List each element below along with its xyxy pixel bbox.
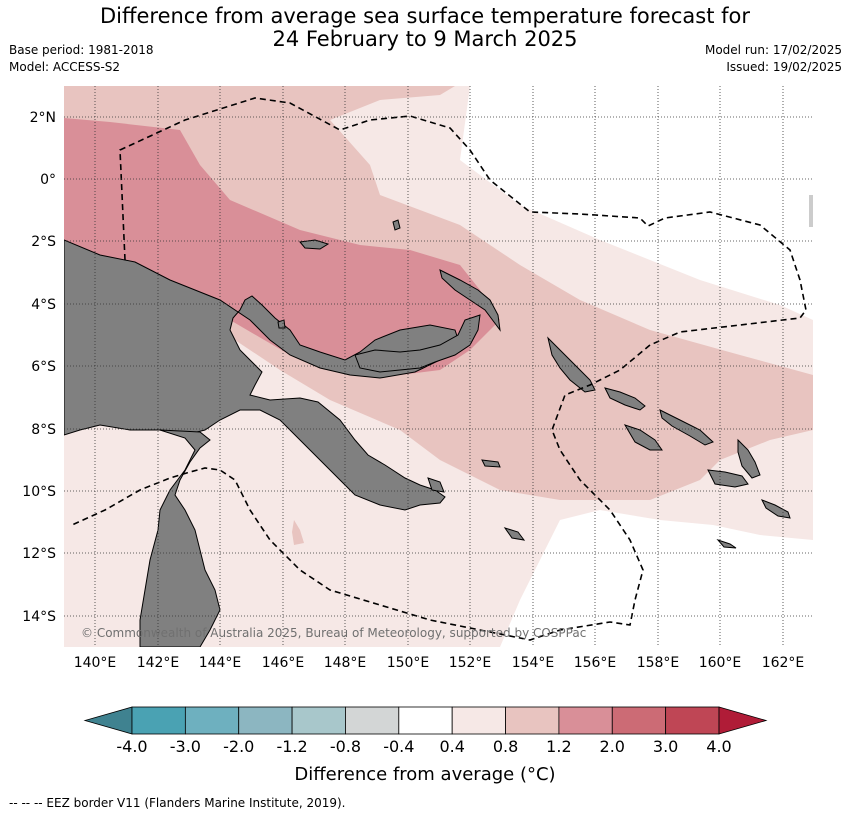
lat-label: 2°N (30, 110, 56, 126)
colorbar-swatch (558, 706, 613, 735)
lat-label: 6°S (31, 359, 56, 375)
anomaly-band-1.2-2.0 (64, 118, 500, 375)
colorbar-tick-label: 0.4 (439, 737, 464, 756)
lat-label: 4°S (31, 297, 56, 313)
colorbar-arrow-high (718, 706, 768, 735)
land-cape-york (139, 429, 221, 647)
lat-label: 2°S (31, 234, 56, 250)
colorbar-tick-label: -3.0 (170, 737, 201, 756)
lon-label: 146°E (262, 655, 305, 671)
land-new-guinea (64, 239, 461, 511)
issued-date: Issued: 19/02/2025 (726, 60, 842, 74)
anomaly-band-neutral-north (460, 86, 813, 320)
land-guadalcanal (707, 469, 749, 488)
lat-label: 12°S (22, 546, 56, 562)
land-islet (392, 219, 401, 231)
colorbar-tick-label: -2.0 (223, 737, 254, 756)
land-islet (503, 527, 526, 541)
land-choiseul (604, 387, 646, 411)
lon-label: 158°E (637, 655, 680, 671)
land-guadalcanal-west (623, 424, 663, 451)
colorbar-swatch (665, 706, 720, 735)
colorbar-swatch (184, 706, 240, 735)
model-name: Model: ACCESS-S2 (9, 60, 121, 74)
land-islet (481, 459, 501, 468)
anomaly-patch-small (292, 520, 304, 545)
lat-label: 10°S (22, 484, 56, 500)
lon-label: 140°E (74, 655, 117, 671)
colorbar-swatch (611, 706, 667, 735)
colorbar-tick-label: -4.0 (116, 737, 147, 756)
title-line-2: 24 February to 9 March 2025 (272, 27, 578, 51)
lon-axis: 140°E 142°E 144°E 146°E 148°E 150°E 152°… (74, 655, 805, 671)
lon-label: 148°E (324, 655, 367, 671)
lat-label: 0° (40, 172, 56, 188)
lat-label: 8°S (31, 422, 56, 438)
lat-label: 14°S (22, 609, 56, 625)
lon-label: 162°E (762, 655, 805, 671)
base-period: Base period: 1981-2018 (9, 43, 154, 57)
colorbar-swatch (505, 706, 560, 735)
lat-axis: 2°N 0° 2°S 4°S 6°S 8°S 10°S 12°S 14°S (22, 110, 56, 625)
colorbar: -4.0 -3.0 -2.0 -1.2 -0.8 -0.4 0.4 0.8 1.2 2.0 3.0 4… (83, 706, 768, 756)
land-islet (716, 538, 737, 549)
colorbar-title: Difference from average (°C) (294, 764, 555, 785)
colorbar-swatch (345, 706, 400, 735)
land-islet (277, 319, 286, 329)
land-malaita (737, 438, 761, 479)
lon-label: 144°E (199, 655, 242, 671)
colorbar-tick-label: 1.2 (546, 737, 571, 756)
colorbar-tick-label: -0.8 (330, 737, 361, 756)
land-santa-isabel (659, 409, 714, 446)
land-makira (760, 499, 791, 519)
meta-left: Base period: 1981-2018 Model: ACCESS-S2 (9, 42, 154, 76)
gridlines (64, 86, 813, 647)
meta-right: Model run: 17/02/2025 Issued: 19/02/2025 (705, 42, 842, 76)
colorbar-tick-label: 4.0 (706, 737, 731, 756)
anomaly-band-neutral-south (500, 510, 813, 647)
eez-legend-note: -- -- -- EEZ border V11 (Flanders Marine… (9, 796, 346, 810)
eez-border (71, 97, 807, 641)
land-bougainville (547, 336, 596, 393)
colorbar-tick-label: -1.2 (276, 737, 307, 756)
lon-label: 150°E (387, 655, 430, 671)
title-line-1: Difference from average sea surface temp… (100, 4, 750, 28)
colorbar-tick-label: -0.4 (383, 737, 414, 756)
colorbar-swatch (398, 706, 453, 735)
land-manus (299, 239, 330, 250)
model-run: Model run: 17/02/2025 (704, 43, 842, 57)
lon-label: 152°E (449, 655, 492, 671)
land-new-britain (354, 314, 481, 373)
lon-label: 154°E (512, 655, 555, 671)
colorbar-tick-label: 2.0 (600, 737, 625, 756)
copyright-note: © Commonwealth of Australia 2025, Bureau… (81, 626, 586, 640)
lon-label: 156°E (574, 655, 617, 671)
colorbar-swatch (451, 706, 506, 735)
colorbar-tick-label: 3.0 (653, 737, 678, 756)
lon-label: 160°E (699, 655, 742, 671)
colorbar-tick-label: 0.8 (493, 737, 518, 756)
scroll-indicator (809, 195, 813, 227)
lon-label: 142°E (137, 655, 180, 671)
colorbar-swatch (291, 706, 346, 735)
colorbar-swatch (131, 706, 186, 735)
land-islet (427, 477, 445, 493)
map-area: © Commonwealth of Australia 2025, Bureau… (64, 86, 813, 647)
colorbar-arrow-low (83, 706, 133, 735)
colorbar-swatch (238, 706, 293, 735)
